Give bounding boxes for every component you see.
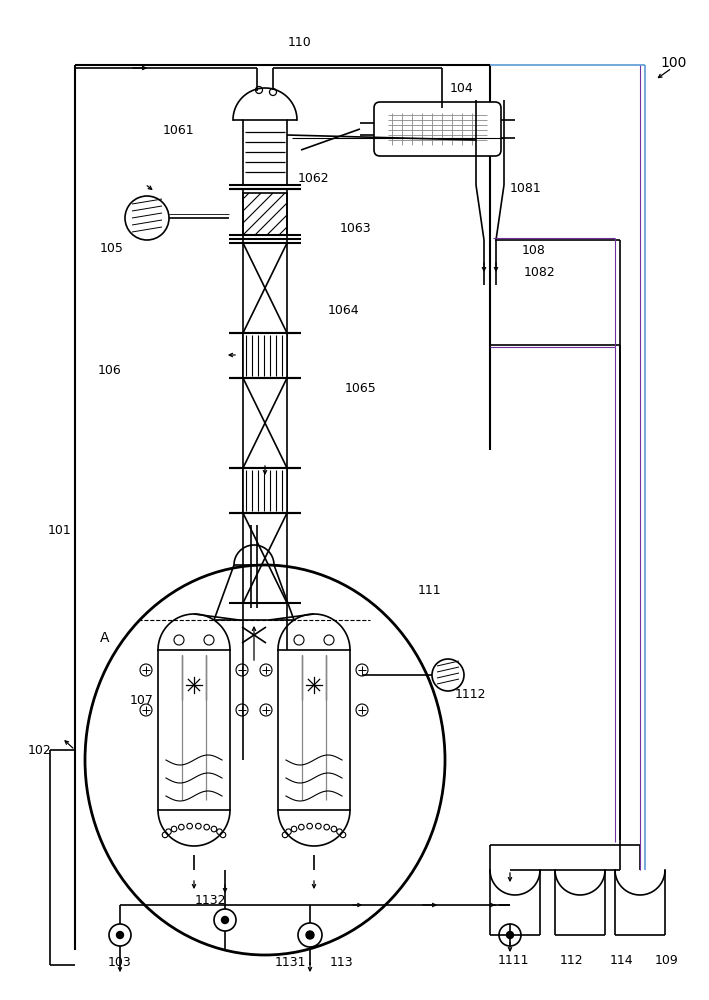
Circle shape — [506, 932, 513, 938]
Text: 1131: 1131 — [275, 956, 306, 968]
Bar — [278, 650, 350, 810]
Text: 100: 100 — [660, 56, 686, 70]
Text: A: A — [100, 631, 109, 645]
Bar — [243, 193, 287, 235]
Text: 1112: 1112 — [455, 688, 486, 702]
Bar — [158, 650, 230, 810]
Text: 1081: 1081 — [510, 182, 542, 194]
Text: 106: 106 — [98, 363, 122, 376]
Text: 1062: 1062 — [298, 172, 330, 184]
Circle shape — [221, 916, 228, 924]
Text: 101: 101 — [48, 524, 72, 536]
Text: 1061: 1061 — [163, 123, 195, 136]
Bar — [243, 333, 287, 378]
Text: 111: 111 — [418, 584, 442, 596]
Text: 105: 105 — [100, 241, 124, 254]
FancyBboxPatch shape — [374, 102, 501, 156]
Text: 108: 108 — [522, 243, 546, 256]
Text: 107: 107 — [130, 694, 154, 706]
Text: 114: 114 — [610, 954, 634, 966]
Text: 103: 103 — [108, 956, 132, 968]
Text: 1065: 1065 — [345, 381, 376, 394]
Text: 110: 110 — [288, 35, 312, 48]
Text: 112: 112 — [560, 954, 584, 966]
Text: 1111: 1111 — [498, 954, 530, 966]
Text: 1063: 1063 — [340, 222, 372, 234]
Bar — [243, 120, 287, 185]
Circle shape — [116, 932, 123, 938]
Text: 109: 109 — [655, 954, 679, 966]
Text: 1132: 1132 — [195, 894, 226, 906]
Text: 1082: 1082 — [524, 265, 556, 278]
Text: 104: 104 — [450, 82, 474, 95]
Text: 113: 113 — [330, 956, 354, 968]
Text: 102: 102 — [28, 744, 52, 756]
Circle shape — [306, 931, 314, 939]
Bar — [243, 468, 287, 513]
Text: 1064: 1064 — [328, 304, 359, 316]
